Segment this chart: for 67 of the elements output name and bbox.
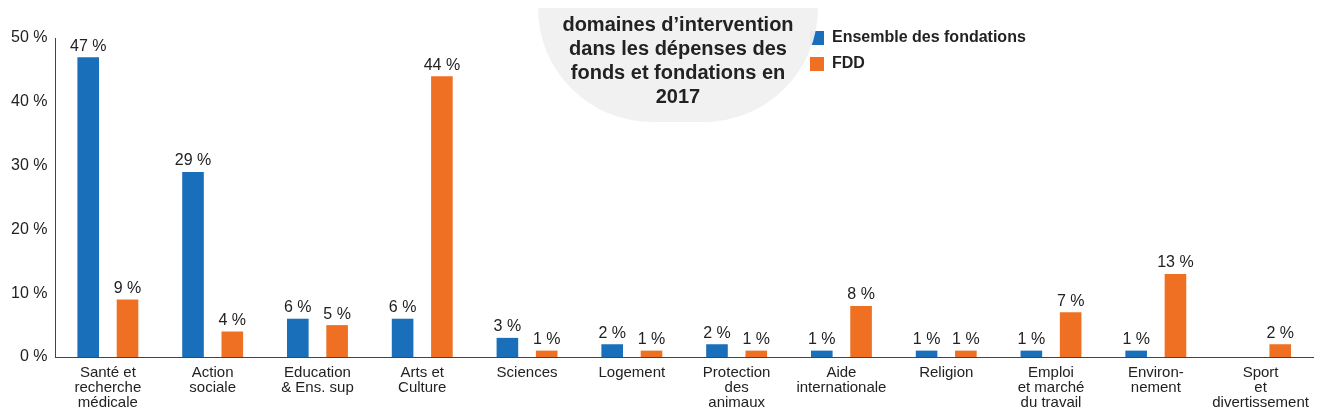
bar bbox=[1164, 274, 1187, 357]
data-label: 9 % bbox=[113, 278, 142, 296]
data-label: 1 % bbox=[1017, 330, 1046, 348]
y-tick-label: 10 % bbox=[11, 283, 48, 301]
bar bbox=[1125, 350, 1147, 357]
bar bbox=[810, 350, 833, 357]
data-label: 1 % bbox=[807, 330, 836, 348]
data-label: 7 % bbox=[1056, 291, 1085, 309]
bar bbox=[326, 325, 348, 357]
bar bbox=[601, 344, 623, 357]
data-label: 1 % bbox=[1122, 330, 1150, 348]
legend-label: FDD bbox=[831, 54, 865, 72]
x-tick-label: Action sociale bbox=[189, 362, 237, 395]
x-tick-label: Environ- nement bbox=[1127, 362, 1184, 395]
data-label: 13 % bbox=[1157, 253, 1194, 271]
bar bbox=[77, 57, 100, 357]
data-label: 6 % bbox=[284, 298, 312, 316]
bar bbox=[955, 350, 977, 357]
y-tick-label: 20 % bbox=[11, 219, 48, 237]
bar bbox=[182, 171, 204, 357]
bar bbox=[640, 350, 663, 357]
bar bbox=[915, 350, 938, 357]
x-tick-label: Sciences bbox=[496, 362, 558, 380]
x-tick-label: Santé et recherche médicale bbox=[74, 362, 142, 410]
data-label: 29 % bbox=[174, 151, 212, 169]
bar bbox=[1059, 312, 1082, 357]
bar bbox=[287, 318, 309, 357]
x-tick-label: Sport et divertissement bbox=[1212, 362, 1310, 410]
bar bbox=[745, 350, 768, 357]
data-label: 2 % bbox=[598, 323, 626, 341]
data-label: 6 % bbox=[388, 298, 417, 316]
data-label: 1 % bbox=[952, 330, 980, 348]
data-label: 1 % bbox=[637, 330, 666, 348]
bar bbox=[706, 344, 728, 357]
data-label: 2 % bbox=[1266, 323, 1295, 341]
bar bbox=[1269, 344, 1292, 357]
bar bbox=[391, 318, 414, 357]
text: domaines d’intervention dans les dépenses des fonds et fondations en 2017 bbox=[538, 8, 818, 122]
data-label: 44 % bbox=[423, 55, 461, 73]
bar bbox=[116, 299, 139, 357]
data-label: 1 % bbox=[912, 330, 941, 348]
y-tick-label: 50 % bbox=[11, 28, 48, 46]
x-tick-label: Aide internationale bbox=[796, 362, 887, 395]
data-label: 3 % bbox=[493, 317, 522, 335]
data-label: 8 % bbox=[847, 285, 875, 303]
x-tick-label: Education & Ens. sup bbox=[281, 362, 354, 395]
bar bbox=[431, 76, 453, 357]
data-label: 1 % bbox=[532, 330, 561, 348]
bar bbox=[535, 350, 558, 357]
x-tick-label: Protection des animaux bbox=[702, 362, 771, 410]
bar bbox=[496, 337, 519, 357]
bar bbox=[850, 305, 872, 357]
y-tick-label: 0 % bbox=[19, 347, 48, 365]
legend-label: Ensemble des fondations bbox=[831, 28, 1026, 46]
data-label: 5 % bbox=[323, 304, 351, 322]
data-label: 1 % bbox=[742, 330, 771, 348]
y-tick-label: 30 % bbox=[11, 156, 48, 174]
bar bbox=[221, 331, 244, 357]
data-label: 4 % bbox=[218, 310, 247, 328]
x-tick-label: Emploi et marché du travail bbox=[1017, 362, 1085, 410]
x-tick-label: Arts et Culture bbox=[398, 362, 447, 395]
x-tick-label: Religion bbox=[919, 362, 974, 380]
x-tick-label: Logement bbox=[598, 362, 667, 380]
bar bbox=[1020, 350, 1043, 357]
data-label: 2 % bbox=[703, 323, 731, 341]
y-tick-label: 40 % bbox=[11, 92, 48, 110]
data-label: 47 % bbox=[69, 36, 107, 54]
